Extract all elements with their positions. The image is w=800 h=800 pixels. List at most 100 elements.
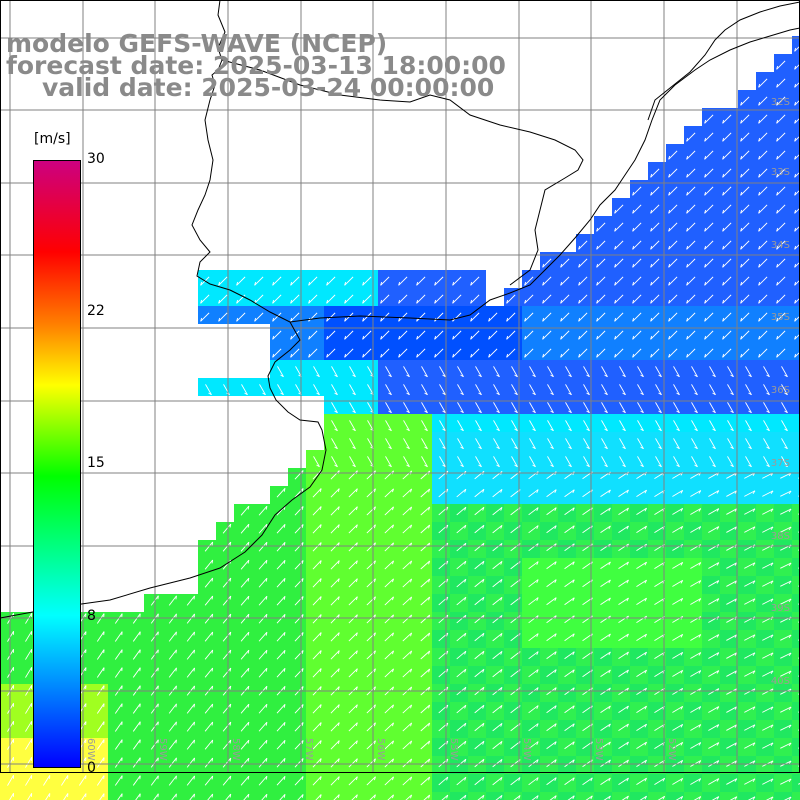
wind-arrow bbox=[704, 114, 714, 124]
wind-arrow bbox=[708, 652, 720, 659]
wind-arrow-head bbox=[722, 209, 725, 214]
wind-arrow bbox=[366, 740, 376, 750]
wind-arrow bbox=[762, 634, 774, 641]
wind-arrow-head bbox=[752, 706, 756, 710]
wind-arrow-head bbox=[740, 137, 743, 142]
wind-arrow bbox=[618, 561, 629, 570]
wind-arrow-head bbox=[254, 317, 257, 322]
wind-arrow-head bbox=[319, 578, 322, 582]
wind-arrow-head bbox=[590, 795, 593, 800]
wind-arrow-head bbox=[536, 687, 539, 691]
wind-arrow-head bbox=[722, 227, 725, 232]
wind-arrow-head bbox=[644, 651, 647, 656]
wind-arrow bbox=[650, 222, 660, 232]
wind-arrow bbox=[708, 598, 720, 605]
wind-arrow-head bbox=[482, 687, 485, 691]
wind-arrow-head bbox=[550, 374, 554, 378]
wind-arrow bbox=[272, 330, 282, 340]
wind-arrow-head bbox=[280, 392, 284, 396]
wind-arrow bbox=[528, 561, 539, 570]
wind-arrow-head bbox=[722, 317, 725, 322]
wind-arrow-head bbox=[752, 796, 756, 800]
wind-arrow bbox=[348, 632, 358, 642]
wind-arrow-head bbox=[265, 614, 268, 618]
wind-arrow-head bbox=[464, 777, 467, 781]
wind-arrow bbox=[657, 795, 665, 800]
wind-arrow bbox=[168, 667, 177, 678]
wind-arrow bbox=[474, 668, 485, 678]
wind-arrow-head bbox=[193, 757, 195, 762]
wind-arrow-head bbox=[676, 428, 680, 432]
wind-arrow bbox=[240, 523, 250, 534]
wind-arrow bbox=[654, 489, 665, 497]
wind-arrow bbox=[565, 366, 572, 378]
wind-arrow-head bbox=[752, 652, 756, 656]
wind-arrow-head bbox=[247, 704, 250, 708]
wind-arrow bbox=[204, 757, 214, 768]
wind-arrow bbox=[686, 312, 696, 322]
wind-arrow bbox=[776, 258, 786, 268]
wind-arrow-head bbox=[229, 631, 232, 636]
wind-arrow-head bbox=[344, 281, 347, 286]
wind-arrow-head bbox=[326, 335, 329, 340]
wind-arrow-head bbox=[470, 335, 473, 340]
wind-arrow bbox=[385, 402, 392, 414]
wind-arrow-head bbox=[388, 464, 392, 468]
wind-arrow bbox=[690, 724, 702, 731]
wind-arrow bbox=[312, 470, 322, 480]
wind-arrow-head bbox=[680, 724, 684, 728]
wind-arrow-head bbox=[373, 776, 376, 781]
wind-arrow bbox=[727, 420, 734, 432]
wind-arrow-head bbox=[410, 794, 413, 799]
wind-arrow bbox=[529, 438, 536, 450]
wind-arrow bbox=[546, 669, 557, 678]
wind-arrow bbox=[438, 776, 449, 786]
wind-arrow bbox=[168, 595, 177, 606]
wind-arrow-head bbox=[496, 428, 500, 432]
wind-arrow-head bbox=[482, 579, 485, 583]
wind-arrow bbox=[326, 294, 336, 304]
wind-arrow-head bbox=[337, 650, 340, 655]
wind-arrow-head bbox=[662, 796, 666, 800]
wind-arrow bbox=[385, 420, 392, 432]
wind-arrow-head bbox=[344, 317, 347, 322]
wind-arrow bbox=[218, 294, 228, 304]
wind-arrow bbox=[636, 543, 647, 551]
wind-arrow bbox=[745, 366, 752, 378]
wind-arrow bbox=[780, 598, 792, 605]
wind-arrow bbox=[474, 506, 485, 516]
wind-arrow bbox=[330, 542, 340, 552]
wind-arrow bbox=[420, 650, 431, 660]
wind-arrow-head bbox=[794, 245, 797, 250]
wind-arrow-head bbox=[568, 410, 572, 414]
wind-arrow bbox=[186, 649, 195, 660]
wind-arrow bbox=[637, 456, 644, 468]
wind-arrow-head bbox=[247, 668, 250, 672]
wind-arrow bbox=[722, 150, 732, 160]
wind-arrow-head bbox=[680, 580, 684, 584]
wind-arrow bbox=[560, 330, 570, 340]
wind-arrow bbox=[402, 596, 412, 606]
wind-arrow-head bbox=[355, 578, 358, 583]
wind-arrow-head bbox=[686, 173, 689, 178]
wind-arrow-head bbox=[464, 561, 467, 565]
wind-arrow bbox=[312, 506, 322, 516]
wind-arrow-head bbox=[794, 281, 797, 286]
wind-arrow bbox=[294, 506, 304, 516]
wind-arrow-head bbox=[380, 353, 383, 358]
wind-arrow bbox=[457, 384, 464, 396]
wind-arrow bbox=[385, 384, 392, 396]
wind-arrow bbox=[672, 741, 683, 749]
wind-arrow bbox=[672, 705, 683, 713]
wind-arrow bbox=[384, 704, 394, 714]
wind-arrow bbox=[456, 488, 467, 498]
wind-arrow bbox=[762, 598, 774, 605]
wind-arrow-head bbox=[572, 669, 575, 674]
wind-cell bbox=[72, 792, 90, 800]
wind-arrow bbox=[312, 776, 322, 786]
wind-cell bbox=[792, 108, 800, 126]
wind-arrow-head bbox=[698, 490, 702, 494]
wind-arrow bbox=[290, 348, 300, 358]
wind-arrow bbox=[456, 470, 467, 480]
wind-arrow bbox=[654, 741, 665, 749]
